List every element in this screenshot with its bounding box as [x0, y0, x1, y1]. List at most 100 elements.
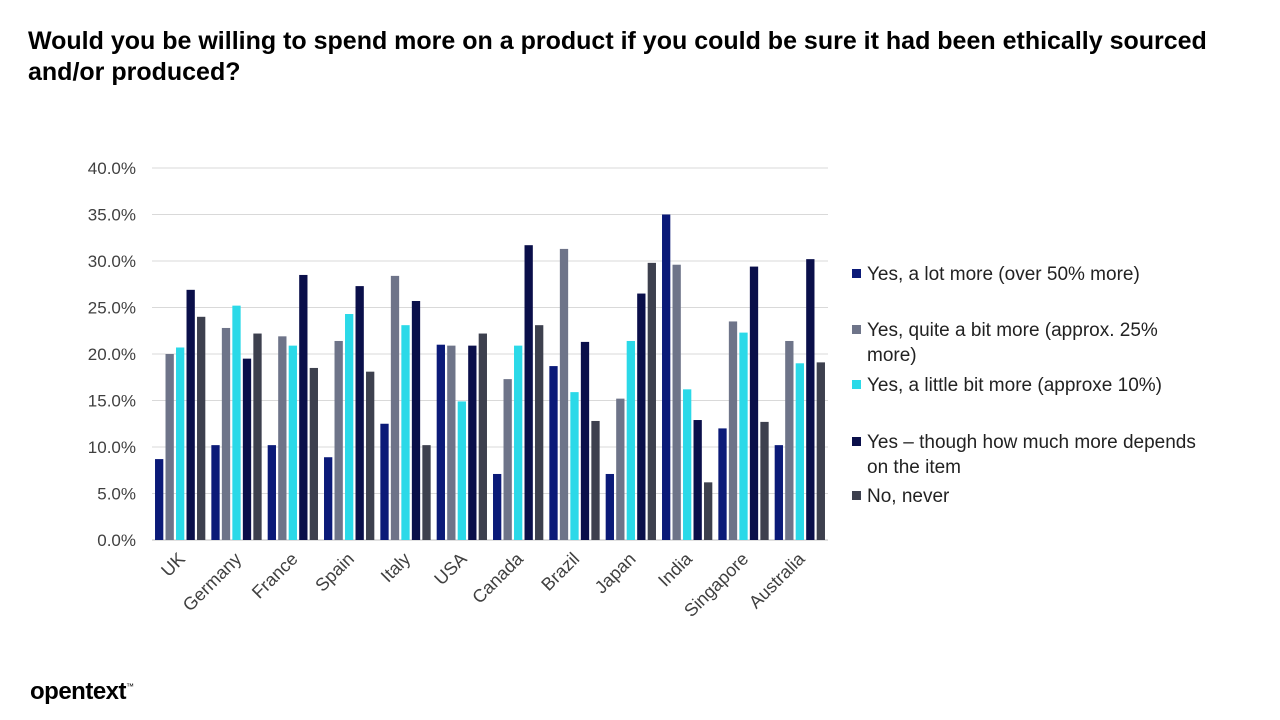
bar — [616, 398, 625, 540]
bar — [155, 459, 164, 540]
x-tick-label: France — [248, 549, 302, 603]
x-tick-label: Australia — [745, 548, 809, 612]
bar — [549, 366, 558, 540]
legend-swatch — [852, 325, 861, 334]
chart-title: Would you be willing to spend more on a … — [28, 27, 1207, 86]
bar — [806, 259, 815, 540]
bar — [355, 286, 364, 540]
bar — [524, 245, 533, 540]
y-tick-label: 25.0% — [88, 299, 136, 318]
bar — [221, 327, 231, 540]
y-tick-label: 5.0% — [97, 485, 136, 504]
bar — [683, 389, 692, 540]
x-tick-label: Japan — [591, 549, 640, 598]
bar — [447, 345, 456, 540]
y-tick-label: 40.0% — [88, 159, 136, 178]
bar — [278, 336, 287, 540]
bar — [411, 300, 421, 540]
bar — [299, 274, 308, 540]
legend-swatch — [852, 380, 861, 389]
bar — [626, 340, 635, 540]
bar — [493, 473, 502, 540]
bar — [774, 445, 783, 540]
y-tick-label: 10.0% — [88, 438, 136, 457]
bar — [605, 473, 614, 540]
x-tick-label: Brazil — [537, 549, 583, 595]
opentext-logo: opentext™ — [30, 678, 134, 706]
bar — [514, 345, 523, 540]
legend-label: Yes, quite a bit more (approx. 25% more) — [867, 320, 1158, 366]
bar — [334, 340, 343, 540]
bar — [739, 332, 748, 540]
bar — [704, 482, 713, 540]
bar — [559, 248, 569, 540]
y-tick-label: 20.0% — [88, 345, 136, 364]
bar — [580, 341, 590, 540]
bar — [728, 321, 738, 540]
bar — [242, 358, 252, 540]
bar — [436, 344, 445, 540]
bar — [718, 428, 727, 540]
y-tick-label: 0.0% — [97, 531, 136, 550]
bar — [570, 392, 579, 540]
legend-item: Yes – though how much more depends on th… — [852, 430, 1212, 480]
bar — [816, 362, 825, 540]
bar — [366, 371, 375, 540]
bar — [468, 345, 477, 540]
bar — [478, 333, 487, 540]
bar — [401, 325, 410, 540]
legend-item: Yes, quite a bit more (approx. 25% more) — [852, 318, 1212, 368]
legend-swatch — [852, 491, 861, 500]
y-tick-label: 15.0% — [88, 392, 136, 411]
bar — [253, 333, 262, 540]
x-tick-label: India — [654, 548, 696, 590]
bar — [345, 314, 354, 540]
bar — [662, 214, 671, 540]
legend-swatch — [852, 269, 861, 278]
bar — [647, 262, 656, 540]
bar — [324, 457, 333, 540]
x-tick-label: Italy — [377, 549, 414, 586]
bar — [380, 423, 389, 540]
x-tick-label: Canada — [468, 548, 527, 607]
bar — [457, 401, 466, 540]
bar — [760, 421, 769, 540]
bar — [785, 340, 794, 540]
bar — [176, 347, 185, 540]
bar — [422, 445, 431, 540]
y-tick-label: 35.0% — [88, 206, 136, 225]
x-tick-label: Germany — [179, 549, 245, 615]
x-tick-label: USA — [430, 549, 470, 589]
bar — [637, 293, 646, 540]
bar — [288, 345, 297, 540]
bar — [390, 275, 400, 540]
bar — [211, 445, 220, 540]
bar — [795, 363, 804, 540]
bar — [309, 367, 318, 540]
bar — [197, 316, 206, 540]
bar — [749, 266, 759, 540]
bar — [693, 420, 702, 540]
bar — [535, 325, 544, 540]
trademark-symbol: ™ — [126, 682, 134, 691]
bar — [503, 379, 512, 540]
bar — [186, 289, 195, 540]
legend-label: Yes, a little bit more (approxe 10%) — [867, 375, 1163, 396]
bar — [267, 445, 276, 540]
y-tick-label: 30.0% — [88, 252, 136, 271]
bar — [591, 420, 600, 540]
legend-swatch — [852, 437, 861, 446]
bar — [232, 305, 241, 540]
legend-label: Yes – though how much more depends on th… — [867, 432, 1196, 478]
legend-label: No, never — [867, 486, 950, 507]
x-tick-label: UK — [157, 549, 189, 581]
legend-item: Yes, a lot more (over 50% more) — [852, 262, 1212, 287]
logo-text: opentext — [30, 678, 127, 705]
legend-label: Yes, a lot more (over 50% more) — [867, 264, 1140, 285]
bar — [165, 354, 174, 540]
bar — [672, 264, 681, 540]
x-tick-label: Spain — [311, 549, 358, 596]
legend-item: Yes, a little bit more (approxe 10%) — [852, 373, 1212, 398]
legend-item: No, never — [852, 484, 1212, 509]
